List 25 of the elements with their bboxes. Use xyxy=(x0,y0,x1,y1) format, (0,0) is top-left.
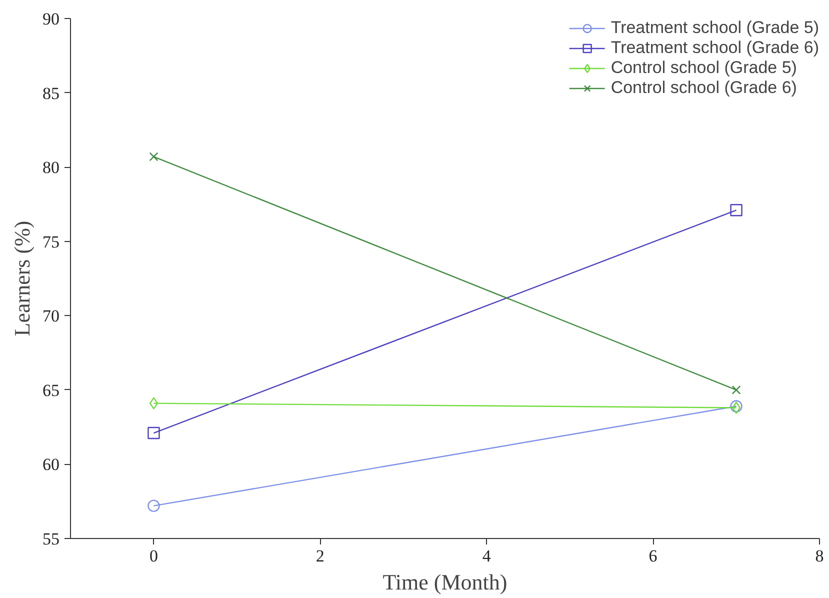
y-tick-label: 65 xyxy=(42,380,60,400)
y-tick-label: 70 xyxy=(42,306,60,326)
point xyxy=(732,385,741,394)
y-tick-label: 75 xyxy=(42,232,60,252)
y-tick-label: 80 xyxy=(42,158,60,178)
point xyxy=(149,397,158,410)
legend-label: Control school (Grade 5) xyxy=(610,58,797,78)
y-tick-label: 85 xyxy=(42,84,60,103)
point xyxy=(148,500,160,512)
x-tick-label: 4 xyxy=(482,546,492,566)
legend-label: Control school (Grade 6) xyxy=(610,78,797,98)
y-tick-label: 90 xyxy=(42,10,60,28)
x-axis-title: Time (Month) xyxy=(382,570,508,594)
legend-label: Treatment school (Grade 5) xyxy=(610,18,819,38)
y-tick-label: 60 xyxy=(42,455,60,474)
x-tick-label: 0 xyxy=(149,546,158,566)
y-axis-title: Learners (%) xyxy=(10,220,34,336)
y-tick-label: 55 xyxy=(42,530,60,548)
legend-label: Treatment school (Grade 6) xyxy=(610,38,819,58)
x-tick-label: 8 xyxy=(815,546,824,566)
x-tick-label: 2 xyxy=(316,546,324,566)
x-tick-label: 6 xyxy=(648,546,658,566)
point xyxy=(148,426,160,440)
point xyxy=(730,204,742,216)
point xyxy=(149,152,158,162)
